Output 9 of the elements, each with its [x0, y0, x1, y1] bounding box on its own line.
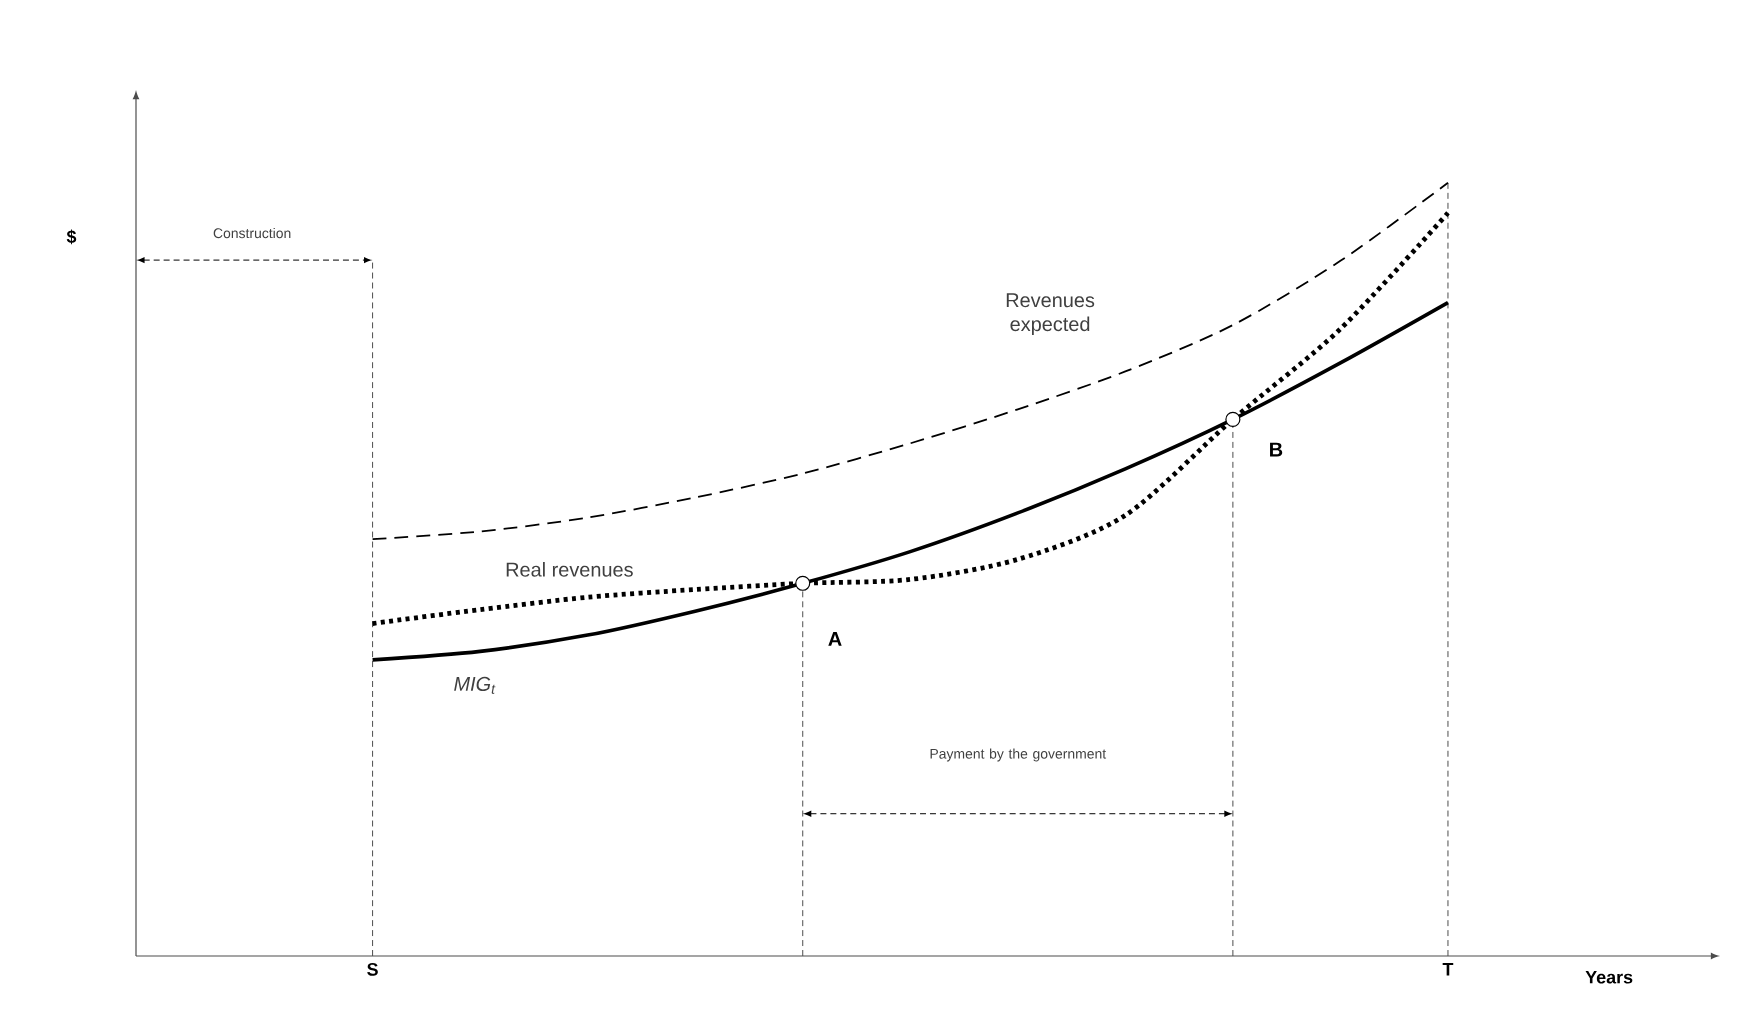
text: Revenues expected [1006, 293, 1095, 336]
series-label: Real revenues [506, 562, 633, 577]
annotation: A [828, 632, 842, 646]
text: $ [66, 229, 77, 245]
series-label: MIG$_{t}$ [454, 676, 496, 694]
annotation: B [1270, 442, 1283, 457]
x-tick-label: S [367, 963, 378, 976]
x-tick-label: T [1442, 963, 1454, 976]
x-axis-title: Years [1585, 971, 1633, 984]
